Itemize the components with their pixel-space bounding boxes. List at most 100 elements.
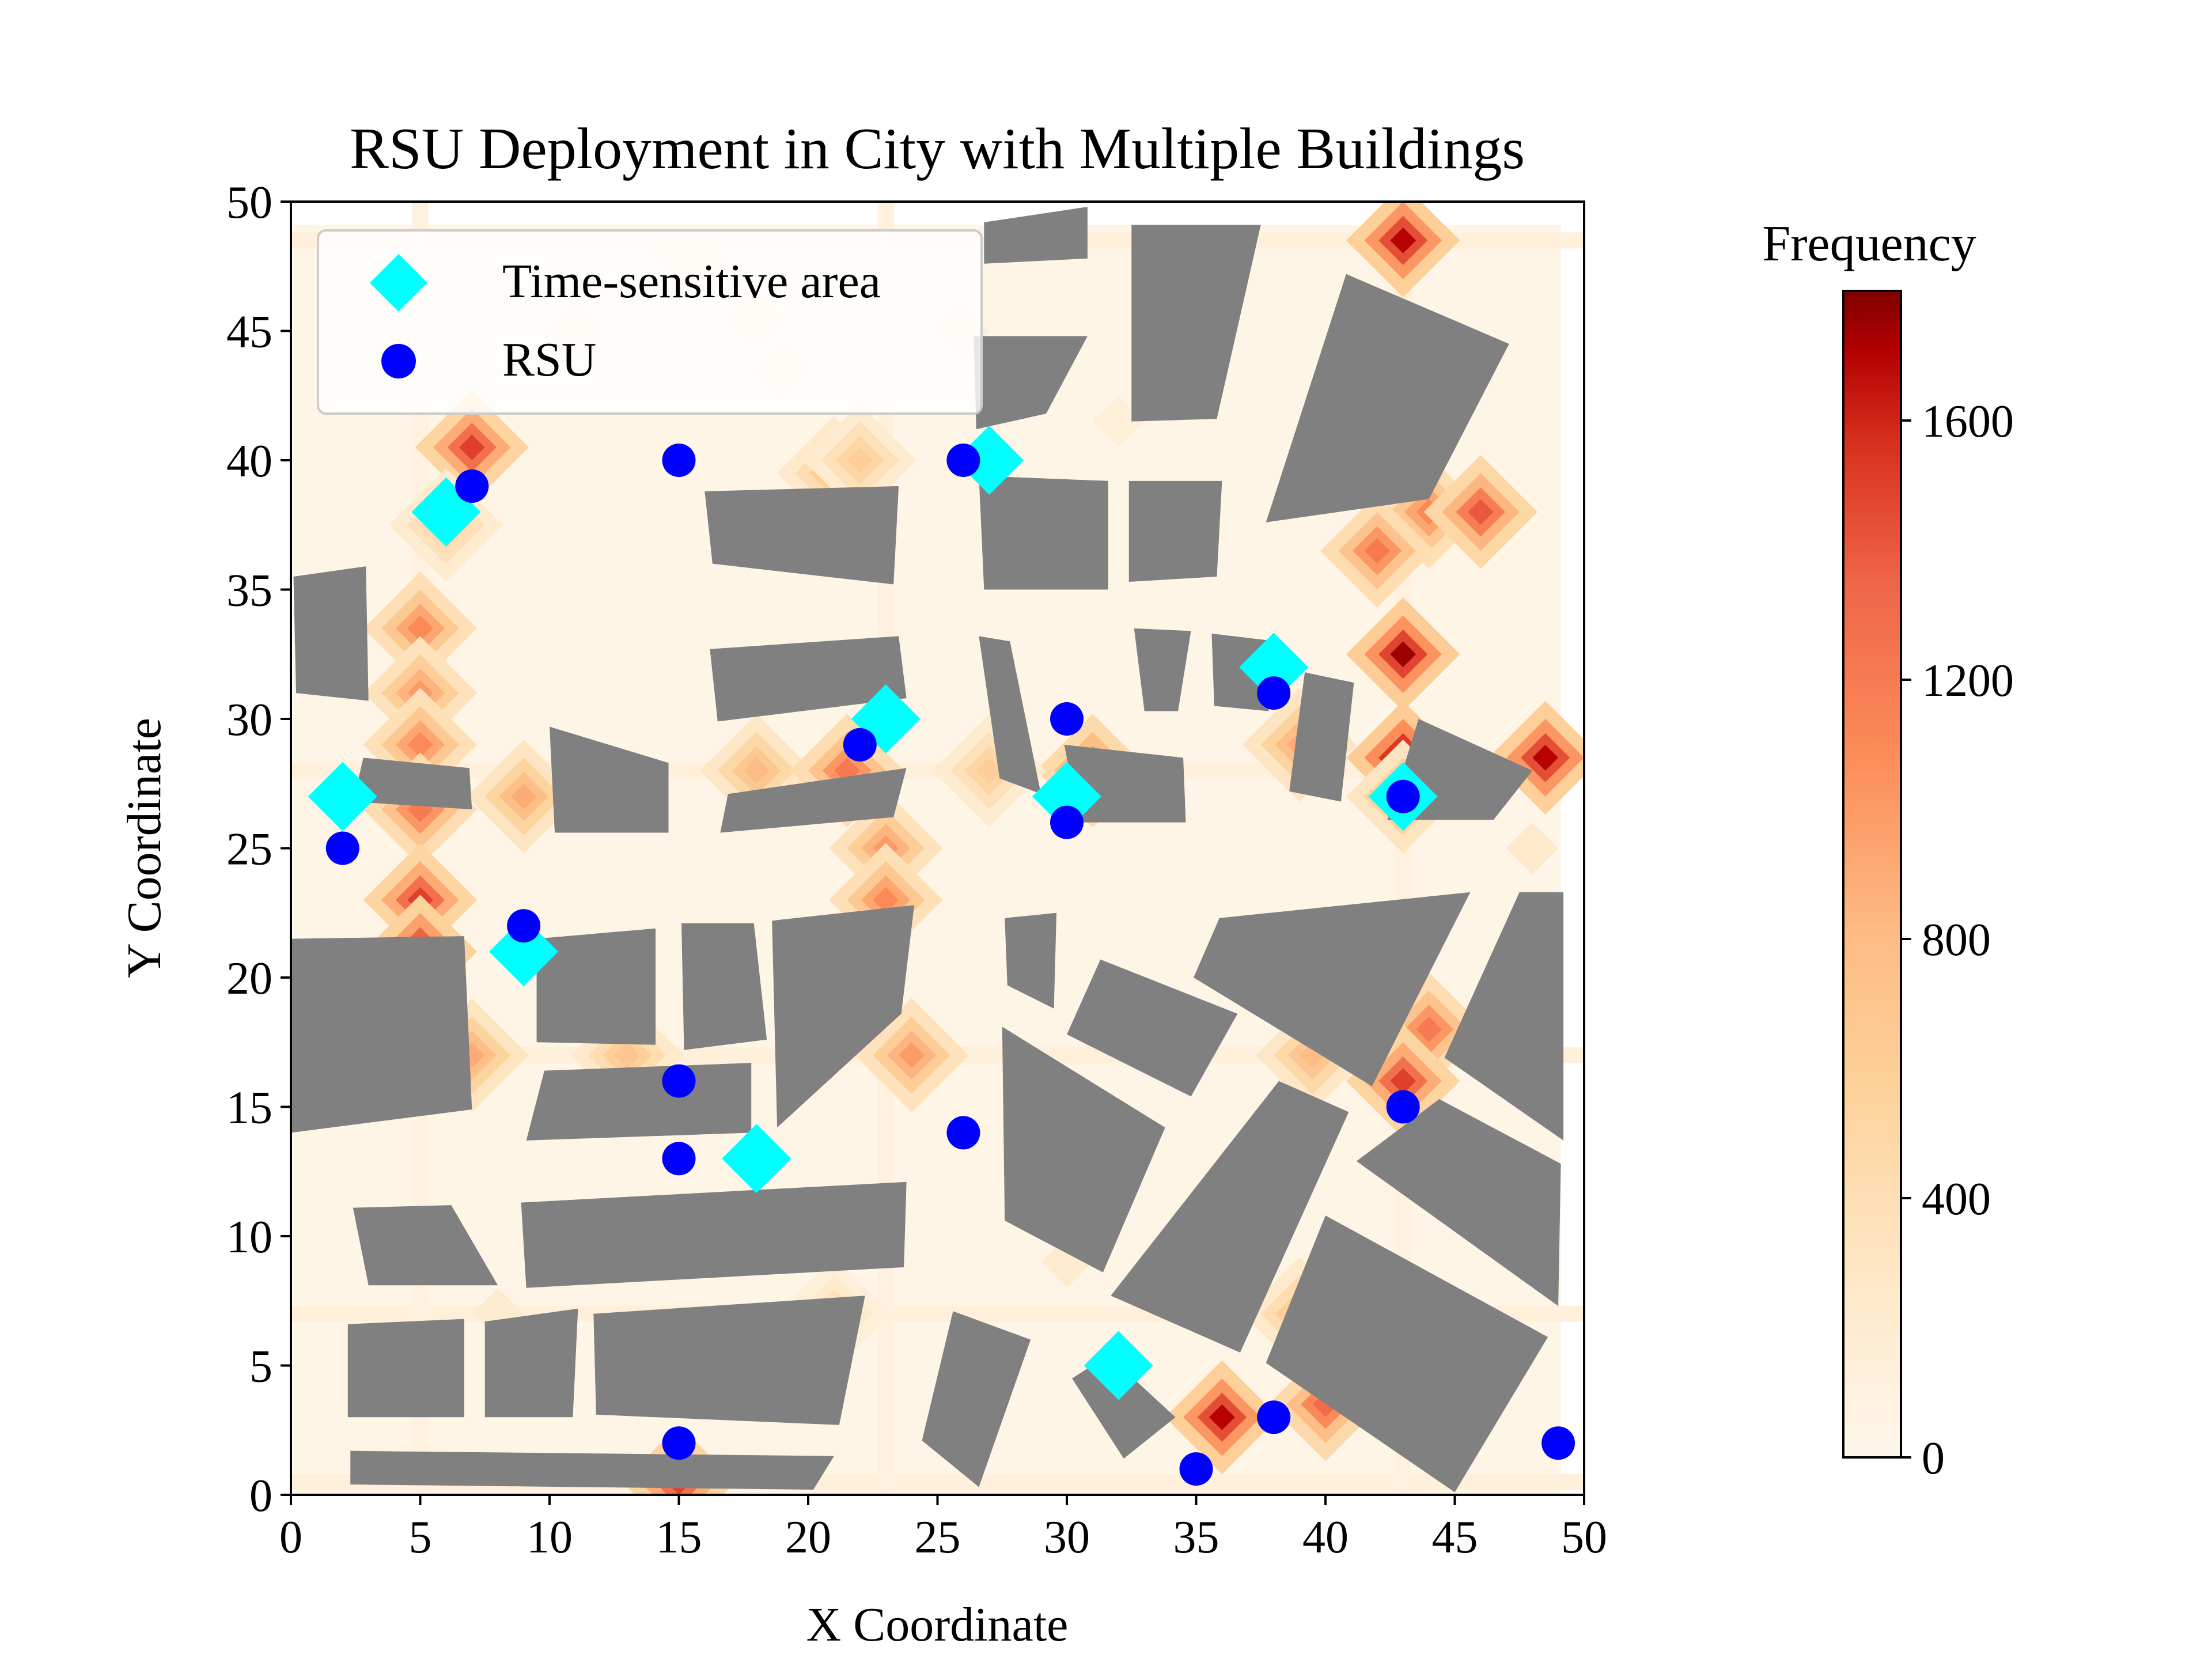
legend-circle-icon <box>381 344 416 378</box>
colorbar-tick-label: 0 <box>1922 1433 1945 1484</box>
rsu-marker <box>455 469 489 503</box>
building <box>593 1296 865 1425</box>
building <box>1111 1081 1349 1353</box>
heatmap-hotspot-ring <box>614 1042 641 1069</box>
building <box>350 1450 834 1490</box>
y-tick-label: 50 <box>226 177 272 228</box>
heatmap-hotspot-ring <box>1390 1068 1416 1094</box>
heatmap-hotspot-ring <box>873 887 899 913</box>
rsu-marker <box>1179 1452 1213 1486</box>
building <box>1071 1355 1176 1459</box>
colorbar-tick-label: 1200 <box>1922 656 2014 706</box>
heatmap-hotspot-ring <box>459 434 485 460</box>
building <box>347 1319 464 1418</box>
rsu-marker <box>662 444 696 477</box>
legend-diamond-icon <box>370 254 427 312</box>
heatmap-hotspot-ring <box>1390 641 1416 668</box>
building <box>521 1181 907 1288</box>
time-sensitive-area-marker <box>308 762 377 831</box>
y-tick-label: 20 <box>226 953 272 1004</box>
building <box>710 636 907 722</box>
colorbar-tick-label: 400 <box>1922 1174 1991 1225</box>
x-tick-label: 15 <box>656 1512 702 1563</box>
rsu-marker <box>1257 676 1291 710</box>
rsu-marker <box>662 1064 696 1098</box>
building <box>526 1063 752 1141</box>
time-sensitive-area-marker <box>955 426 1024 495</box>
building <box>536 928 656 1045</box>
building <box>681 923 767 1050</box>
building <box>1067 959 1238 1097</box>
heatmap-hotspot-ring <box>407 732 433 758</box>
x-tick-label: 35 <box>1173 1512 1219 1563</box>
y-axis-ticks: 0 5 10 15 20 25 30 35 40 45 50 <box>226 177 291 1521</box>
building <box>293 566 369 701</box>
heatmap-hotspot-ring <box>407 796 433 823</box>
time-sensitive-area-marker <box>489 917 559 987</box>
building <box>1356 1099 1561 1306</box>
building <box>979 475 1108 590</box>
colorbar-tick-label: 1600 <box>1922 396 2014 447</box>
heatmap-hotspot-ring <box>1209 1404 1235 1430</box>
colorbar-tick-label: 800 <box>1922 915 1991 965</box>
colorbar-title: Frequency <box>1762 216 1976 272</box>
plot-area <box>291 202 1584 1495</box>
x-axis-label: X Coordinate <box>806 1598 1069 1652</box>
x-tick-label: 5 <box>409 1512 432 1563</box>
y-tick-label: 10 <box>226 1212 272 1263</box>
heatmap-hotspot-ring <box>1364 537 1391 564</box>
rsu-marker <box>1257 1400 1291 1434</box>
building <box>1266 1215 1548 1493</box>
rsu-marker <box>1050 805 1084 839</box>
rsu-marker <box>325 831 359 865</box>
x-tick-label: 40 <box>1302 1512 1349 1563</box>
markers <box>308 426 1575 1486</box>
y-tick-label: 25 <box>226 824 272 875</box>
building <box>484 1308 578 1418</box>
building <box>353 757 472 810</box>
x-tick-label: 20 <box>785 1512 831 1563</box>
x-tick-label: 10 <box>527 1512 573 1563</box>
y-tick-label: 45 <box>226 307 272 358</box>
y-tick-label: 15 <box>226 1083 272 1134</box>
colorbar: Frequency 0 400 800 1200 1600 <box>1762 216 2014 1484</box>
building <box>922 1311 1031 1487</box>
building <box>1134 628 1191 711</box>
time-sensitive-area-marker <box>1239 632 1309 702</box>
heatmap-hotspot-ring <box>847 447 873 474</box>
heatmap-hotspot <box>1346 202 1460 298</box>
heatmap-hotspot-ring <box>510 783 537 810</box>
time-sensitive-area-marker <box>1032 762 1101 831</box>
heatmap-hotspot-ring <box>1312 1391 1339 1418</box>
building <box>1002 1027 1165 1272</box>
y-axis-label: Y Coordinate <box>118 718 171 978</box>
y-tick-label: 30 <box>226 695 272 745</box>
rsu-marker <box>843 728 877 762</box>
rsu-marker <box>662 1426 696 1460</box>
heatmap-hotspot-ring <box>459 1042 485 1069</box>
y-tick-label: 0 <box>249 1471 272 1521</box>
y-tick-label: 5 <box>249 1342 272 1392</box>
building <box>1194 892 1471 1086</box>
x-tick-label: 0 <box>279 1512 302 1563</box>
building <box>1266 274 1509 522</box>
x-tick-label: 45 <box>1432 1512 1478 1563</box>
building <box>720 768 907 833</box>
heatmap-hotspot <box>363 571 478 685</box>
heatmap-hotspot-ring <box>1467 499 1494 525</box>
building <box>1128 480 1222 582</box>
heatmap-hotspot-ring <box>976 757 1002 784</box>
building <box>291 936 472 1133</box>
y-tick-label: 35 <box>226 566 272 616</box>
time-sensitive-area-marker <box>1084 1331 1153 1400</box>
heatmap-hotspot-ring <box>1390 227 1416 253</box>
heatmap-hotspot <box>1346 597 1460 711</box>
x-tick-label: 50 <box>1561 1512 1607 1563</box>
building <box>353 1205 498 1286</box>
heatmap-faint-cell <box>1506 822 1559 874</box>
building <box>984 206 1088 264</box>
building <box>1444 892 1564 1141</box>
building <box>1005 912 1057 1009</box>
rsu-marker <box>1541 1426 1575 1460</box>
